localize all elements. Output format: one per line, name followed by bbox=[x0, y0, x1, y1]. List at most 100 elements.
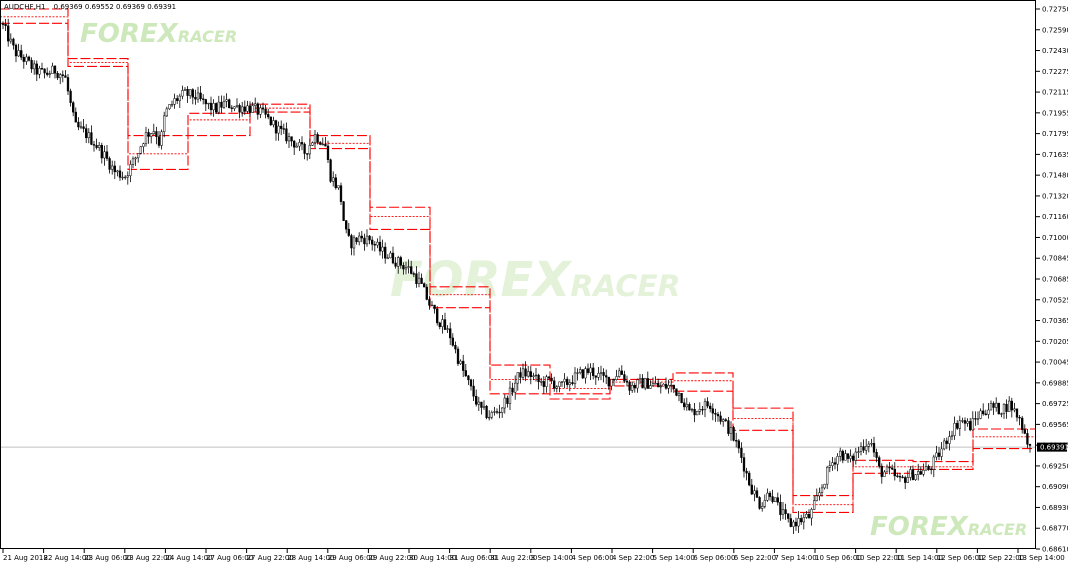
candle bbox=[631, 381, 634, 393]
candle bbox=[545, 374, 548, 393]
candle bbox=[365, 229, 369, 247]
candle bbox=[885, 464, 889, 473]
candle bbox=[407, 259, 410, 274]
candle bbox=[672, 384, 675, 393]
candle bbox=[794, 517, 798, 531]
candle bbox=[995, 397, 998, 412]
candle bbox=[274, 119, 278, 141]
candle bbox=[137, 153, 140, 163]
candle bbox=[844, 449, 847, 461]
candle bbox=[636, 378, 639, 393]
candle bbox=[961, 417, 964, 424]
candle bbox=[217, 95, 220, 115]
candle bbox=[534, 368, 538, 382]
candle bbox=[230, 105, 233, 113]
candle bbox=[144, 126, 148, 147]
candle bbox=[698, 402, 701, 416]
candle bbox=[4, 18, 7, 32]
x-tick-label: 24 Aug 14:00 bbox=[165, 554, 212, 562]
candle bbox=[415, 266, 418, 288]
candle bbox=[898, 472, 902, 482]
candle bbox=[841, 449, 844, 464]
candle bbox=[98, 142, 101, 152]
candle bbox=[969, 417, 972, 432]
ohlc-values: 0.69369 0.69552 0.69369 0.69391 bbox=[54, 3, 176, 11]
candle bbox=[389, 250, 392, 259]
candle bbox=[464, 363, 467, 378]
candle bbox=[1010, 397, 1013, 418]
candle bbox=[103, 145, 106, 166]
y-tick-label: 0.70045 bbox=[1042, 359, 1068, 367]
candle bbox=[134, 156, 137, 166]
candle bbox=[724, 418, 727, 423]
candle bbox=[285, 122, 288, 144]
candle bbox=[992, 401, 995, 415]
y-tick-label: 0.70205 bbox=[1042, 338, 1068, 346]
candle bbox=[360, 230, 363, 243]
candle bbox=[456, 346, 460, 367]
candle bbox=[859, 442, 863, 456]
x-tick-label: 6 Sep 22:00 bbox=[734, 554, 776, 562]
candle bbox=[485, 404, 488, 420]
candle bbox=[516, 372, 519, 391]
candle bbox=[823, 483, 826, 490]
y-tick-label: 0.69565 bbox=[1042, 421, 1068, 429]
candle bbox=[966, 418, 969, 427]
candle bbox=[792, 519, 795, 534]
candle bbox=[1008, 396, 1011, 412]
candle bbox=[126, 171, 129, 185]
candle bbox=[667, 379, 670, 394]
candle bbox=[553, 376, 556, 392]
candle bbox=[571, 375, 574, 386]
candle bbox=[849, 449, 852, 463]
candle bbox=[649, 380, 652, 390]
candle bbox=[592, 362, 595, 380]
candle bbox=[818, 487, 821, 501]
candle bbox=[204, 98, 207, 112]
candle bbox=[950, 430, 954, 441]
candle bbox=[1015, 408, 1019, 422]
candle bbox=[732, 425, 735, 442]
y-tick-label: 0.71795 bbox=[1042, 130, 1068, 138]
candle bbox=[87, 128, 90, 144]
x-tick-label: 29 Aug 06:00 bbox=[328, 554, 375, 562]
candle bbox=[157, 130, 161, 148]
candle bbox=[311, 141, 314, 147]
candle bbox=[56, 70, 59, 81]
candle bbox=[404, 261, 408, 275]
candle bbox=[508, 381, 512, 411]
candle bbox=[477, 396, 480, 411]
candle bbox=[909, 466, 912, 481]
candle bbox=[495, 408, 499, 415]
y-tick-label: 0.70685 bbox=[1042, 276, 1068, 284]
x-tick-label: 5 Sep 14:00 bbox=[653, 554, 695, 562]
candle bbox=[776, 492, 779, 506]
candle bbox=[459, 359, 462, 366]
candle bbox=[376, 238, 379, 249]
candle bbox=[233, 106, 236, 112]
x-tick-label: 28 Aug 14:00 bbox=[287, 554, 334, 562]
candle bbox=[701, 406, 704, 415]
candle bbox=[753, 485, 756, 502]
candle bbox=[659, 382, 662, 394]
candle bbox=[446, 325, 449, 333]
candle bbox=[129, 160, 132, 183]
candle bbox=[378, 235, 382, 256]
candle bbox=[872, 436, 876, 458]
candle bbox=[287, 132, 291, 149]
candle bbox=[321, 137, 324, 146]
candle bbox=[493, 406, 496, 416]
x-tick-label: 31 Aug 06:00 bbox=[450, 554, 497, 562]
candle bbox=[997, 402, 1000, 415]
candle bbox=[810, 507, 813, 526]
x-tick-label: 29 Aug 22:00 bbox=[368, 554, 415, 562]
levels-layer bbox=[0, 8, 1035, 514]
candle bbox=[228, 98, 231, 109]
candle bbox=[113, 160, 116, 180]
candle bbox=[657, 378, 660, 388]
candle bbox=[488, 410, 491, 421]
candle bbox=[519, 367, 522, 384]
candle bbox=[774, 497, 777, 503]
y-tick-label: 0.70365 bbox=[1042, 317, 1068, 325]
